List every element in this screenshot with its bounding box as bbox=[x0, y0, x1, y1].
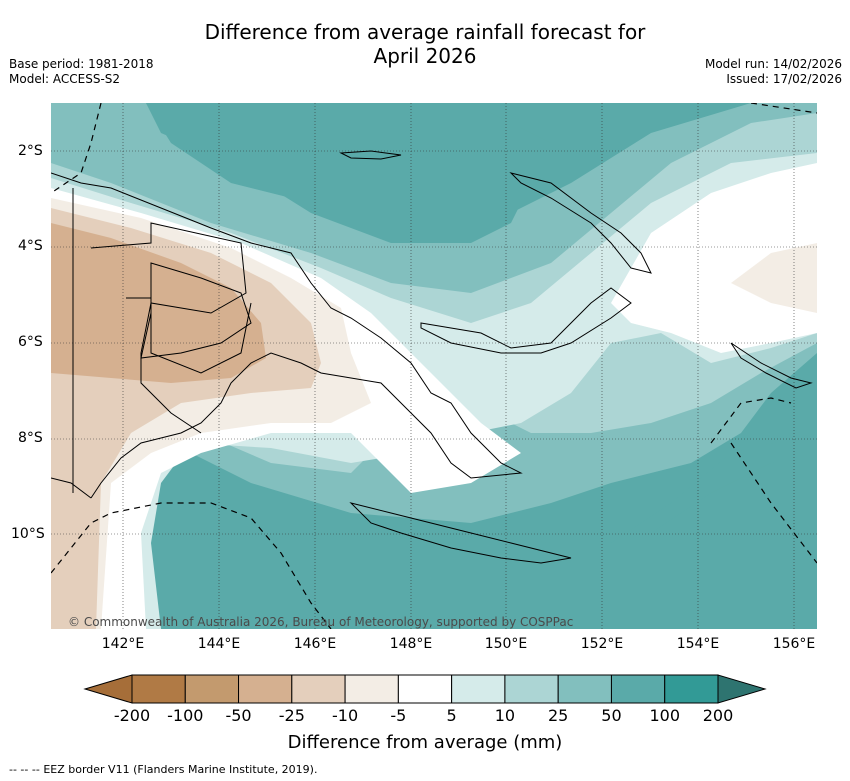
model-name: Model: ACCESS-S2 bbox=[9, 72, 121, 86]
eez-line-symbol: -- -- -- bbox=[9, 763, 40, 776]
new-ireland-coast bbox=[509, 172, 652, 274]
contour-dry-mid bbox=[51, 223, 266, 383]
lat-label-8s: 8°S bbox=[18, 430, 43, 446]
east-tip-islands bbox=[349, 502, 572, 564]
lon-label-148e: 148°E bbox=[389, 636, 433, 652]
rainfall-map[interactable]: © Commonwealth of Australia 2026, Bureau… bbox=[51, 103, 817, 629]
colorbar-tick-label: 10 bbox=[495, 706, 515, 725]
colorbar-tick-label: -10 bbox=[332, 706, 358, 725]
colorbar-tick-label: -5 bbox=[390, 706, 406, 725]
colorbar-tick-label: 100 bbox=[649, 706, 680, 725]
colorbar-tick-label: 50 bbox=[601, 706, 621, 725]
new-britain-coast bbox=[420, 287, 632, 354]
contour-deep-east bbox=[651, 453, 817, 629]
eez-legend-text: EEZ border V11 (Flanders Marine Institut… bbox=[43, 763, 318, 776]
contour-deep-north bbox=[146, 103, 551, 243]
south-coast bbox=[51, 477, 92, 499]
copyright-text: © Commonwealth of Australia 2026, Bureau… bbox=[68, 615, 573, 629]
lon-label-150e: 150°E bbox=[484, 636, 528, 652]
lon-label-154e: 154°E bbox=[676, 636, 720, 652]
lon-label-152e: 152°E bbox=[580, 636, 624, 652]
colorbar-tick-label: -100 bbox=[167, 706, 203, 725]
province-borders bbox=[72, 188, 252, 493]
colorbar-extend-low bbox=[83, 674, 133, 704]
model-run: Model run: 14/02/2026 bbox=[704, 57, 842, 71]
footer-legend: -- -- -- EEZ border V11 (Flanders Marine… bbox=[9, 763, 317, 776]
base-period: Base period: 1981-2018 bbox=[9, 57, 154, 71]
colorbar-cell bbox=[344, 674, 399, 704]
colorbar-cell bbox=[238, 674, 293, 704]
colorbar-tick-label: -25 bbox=[279, 706, 305, 725]
manus-coast bbox=[339, 150, 402, 160]
graticule bbox=[51, 103, 817, 629]
colorbar-tick-labels: -200 -100 -50 -25 -10 -5 5 10 25 50 100 200 bbox=[114, 706, 733, 725]
colorbar-tick-label: 25 bbox=[548, 706, 568, 725]
lat-label-6s: 6°S bbox=[18, 334, 43, 350]
lat-label-10s: 10°S bbox=[11, 526, 45, 542]
colorbar-cells bbox=[131, 674, 719, 704]
colorbar-cell bbox=[397, 674, 453, 704]
title-line-2: April 2026 bbox=[373, 44, 477, 68]
colorbar-cell bbox=[131, 674, 186, 704]
colorbar-title: Difference from average (mm) bbox=[288, 732, 563, 753]
colorbar-cell bbox=[557, 674, 612, 704]
colorbar-cell bbox=[184, 674, 240, 704]
colorbar-tick-label: -200 bbox=[114, 706, 150, 725]
colorbar-tick-label: 200 bbox=[703, 706, 734, 725]
meta-left: Base period: 1981-2018 Model: ACCESS-S2 bbox=[9, 57, 154, 87]
colorbar-tick-label: 5 bbox=[447, 706, 457, 725]
eez-borders bbox=[51, 103, 817, 629]
colorbar-extend-high bbox=[717, 674, 767, 704]
fly-river-land bbox=[140, 262, 252, 359]
lon-label-146e: 146°E bbox=[293, 636, 337, 652]
map-title: Difference from average rainfall forecas… bbox=[0, 20, 850, 68]
lon-label-144e: 144°E bbox=[197, 636, 241, 652]
coastlines bbox=[51, 150, 813, 564]
colorbar-cell bbox=[291, 674, 346, 704]
lat-label-4s: 4°S bbox=[18, 238, 43, 254]
colorbar-cell bbox=[451, 674, 506, 704]
lon-label-156e: 156°E bbox=[772, 636, 816, 652]
png-mainland-coast bbox=[51, 172, 523, 499]
lon-label-142e: 142°E bbox=[101, 636, 145, 652]
meta-right: Model run: 14/02/2026 Issued: 17/02/2026 bbox=[705, 57, 842, 87]
title-line-1: Difference from average rainfall forecas… bbox=[204, 20, 646, 44]
colorbar-cell bbox=[664, 674, 719, 704]
colorbar-tick-label: -50 bbox=[225, 706, 251, 725]
lat-label-2s: 2°S bbox=[18, 143, 43, 159]
bougainville-coast bbox=[730, 342, 813, 389]
issued-date: Issued: 17/02/2026 bbox=[726, 72, 842, 86]
colorbar-cell bbox=[610, 674, 666, 704]
colorbar-cell bbox=[504, 674, 559, 704]
colorbar-legend: -200 -100 -50 -25 -10 -5 5 10 25 50 100 200 Differe… bbox=[83, 674, 767, 753]
